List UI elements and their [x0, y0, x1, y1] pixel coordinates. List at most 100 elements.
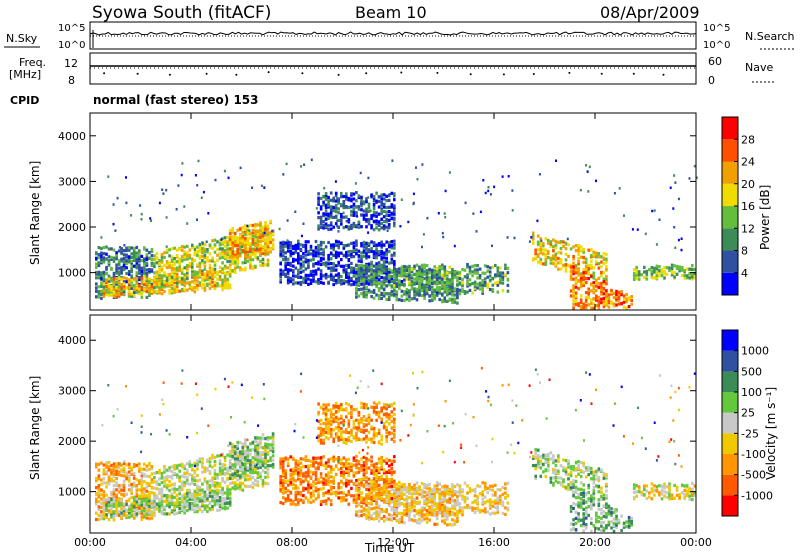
echo-cell [307, 252, 310, 256]
echo-cell [685, 276, 689, 280]
echo-cell [307, 490, 310, 494]
echo-cell [423, 293, 426, 297]
echo-cell [337, 278, 340, 282]
echo-cell [336, 219, 339, 223]
echo-cell [430, 281, 434, 285]
echo-cell [201, 269, 204, 273]
echo-cell [554, 246, 558, 250]
echo-cell [408, 292, 411, 296]
echo-cell [236, 444, 239, 448]
echo-cell [208, 487, 212, 491]
echo-cell [592, 302, 596, 306]
echo-cell [221, 247, 224, 251]
echo-cell [269, 458, 272, 462]
echo-cell [170, 483, 174, 487]
echo-cell [317, 487, 320, 491]
echo-cell [117, 500, 121, 504]
echo-cell [183, 505, 186, 509]
echo-cell [435, 276, 439, 280]
echo-cell [120, 286, 123, 290]
echo-cell [592, 254, 596, 258]
echo-cell [178, 264, 181, 268]
echo-cell [372, 252, 376, 256]
echo-cell [138, 267, 141, 272]
echo-cell [249, 442, 252, 446]
echo-cell [362, 200, 366, 204]
echo-cell [281, 472, 285, 476]
echo-cell [213, 463, 217, 467]
echo-cell [430, 285, 434, 289]
echo-cell [173, 471, 176, 475]
echo-cell [244, 456, 247, 460]
echo-cell [198, 254, 202, 258]
echo-cell [350, 494, 353, 498]
echo-cell [231, 269, 234, 273]
echo-cell [334, 273, 338, 277]
echo-cell [125, 248, 128, 253]
echo-cell [135, 286, 139, 290]
echo-cell [132, 255, 136, 259]
echo-cell [206, 250, 209, 254]
echo-cell [221, 267, 224, 271]
echo-cell [214, 178, 217, 182]
echo-cell [387, 210, 391, 214]
echo-cell [153, 480, 156, 484]
echo-cell [365, 292, 368, 297]
echo-cell [183, 480, 186, 484]
echo-cell [244, 224, 247, 228]
echo-cell [322, 477, 325, 481]
echo-cell [393, 192, 396, 196]
echo-cell [226, 467, 229, 471]
echo-cell [317, 251, 320, 255]
echo-cell [329, 475, 333, 479]
echo-cell [246, 228, 250, 232]
echo-cell [398, 267, 401, 271]
echo-cell [538, 173, 541, 176]
echo-cell [418, 283, 421, 288]
echo-cell [132, 264, 136, 268]
echo-cell [244, 443, 247, 447]
echo-cell [371, 214, 374, 217]
echo-cell [299, 257, 303, 261]
echo-cell [380, 275, 383, 280]
echo-cell [246, 466, 250, 470]
echo-cell [691, 275, 694, 279]
echo-cell [107, 260, 111, 264]
echo-cell [193, 277, 197, 281]
echo-cell [531, 236, 535, 241]
echo-cell [413, 281, 416, 285]
echo-cell [130, 491, 133, 495]
echo-cell [312, 461, 315, 465]
echo-cell [536, 260, 540, 264]
echo-cell [110, 463, 113, 468]
echo-cell [102, 278, 106, 282]
echo-cell [203, 278, 207, 282]
echo-cell [256, 237, 260, 241]
echo-cell [400, 265, 404, 269]
echo-cell [443, 276, 447, 280]
echo-cell [173, 464, 176, 468]
echo-cell [279, 457, 282, 461]
echo-cell [478, 274, 482, 278]
echo-cell [181, 162, 184, 165]
echo-cell [95, 289, 98, 293]
echo-cell [352, 266, 356, 270]
echo-cell [347, 218, 351, 222]
echo-cell [216, 476, 219, 480]
echo-cell [289, 249, 293, 254]
echo-cell [198, 268, 202, 272]
echo-cell [307, 249, 310, 254]
echo-cell [120, 468, 123, 472]
echo-cell [302, 488, 305, 492]
echo-cell [233, 453, 237, 457]
echo-cell [605, 257, 608, 261]
echo-cell [549, 244, 553, 248]
echo-cell [213, 455, 217, 459]
echo-cell [198, 488, 202, 492]
echo-cell [286, 268, 290, 272]
echo-cell [102, 289, 106, 293]
echo-cell [148, 292, 151, 296]
echo-cell [130, 506, 133, 510]
echo-cell [112, 277, 116, 281]
echo-cell [380, 271, 383, 275]
